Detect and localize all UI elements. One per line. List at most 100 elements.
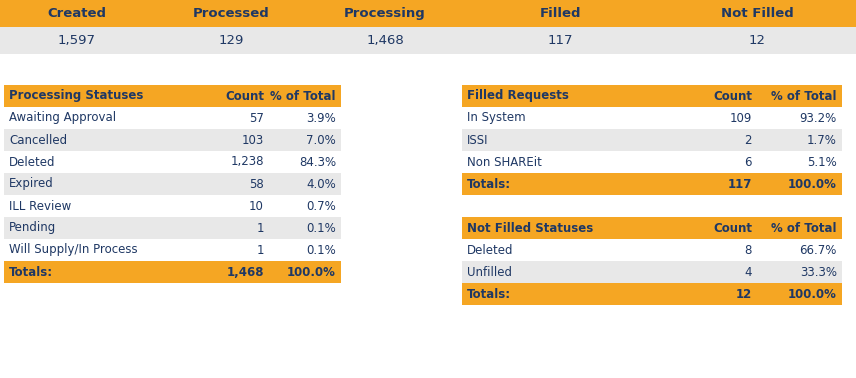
Bar xyxy=(0,0,154,27)
Text: Deleted: Deleted xyxy=(9,155,56,169)
Text: 84.3%: 84.3% xyxy=(299,155,336,169)
Bar xyxy=(659,27,856,54)
Bar xyxy=(269,129,341,151)
Text: 117: 117 xyxy=(728,178,752,191)
Text: 57: 57 xyxy=(249,112,264,124)
Bar xyxy=(757,261,842,283)
Text: 1,597: 1,597 xyxy=(58,34,96,47)
Bar xyxy=(4,129,204,151)
Bar xyxy=(757,283,842,305)
Text: Count: Count xyxy=(225,90,264,102)
Text: Totals:: Totals: xyxy=(467,178,511,191)
Bar xyxy=(269,107,341,129)
Bar xyxy=(4,239,204,261)
Bar xyxy=(692,283,757,305)
Bar xyxy=(204,107,269,129)
Text: Processing: Processing xyxy=(344,7,426,20)
Bar xyxy=(4,261,204,283)
Bar xyxy=(692,239,757,261)
Bar xyxy=(757,151,842,173)
Text: % of Total: % of Total xyxy=(771,222,837,234)
Bar xyxy=(462,283,692,305)
Bar xyxy=(4,107,204,129)
Text: 117: 117 xyxy=(548,34,574,47)
Bar xyxy=(4,85,204,107)
Text: 100.0%: 100.0% xyxy=(788,178,837,191)
Bar xyxy=(4,173,204,195)
Bar xyxy=(462,261,692,283)
Text: ISSI: ISSI xyxy=(467,133,489,147)
Text: 7.0%: 7.0% xyxy=(306,133,336,147)
Text: Count: Count xyxy=(713,90,752,102)
Bar xyxy=(269,239,341,261)
Text: 103: 103 xyxy=(241,133,264,147)
Text: Awaiting Approval: Awaiting Approval xyxy=(9,112,116,124)
Text: 10: 10 xyxy=(249,200,264,212)
Text: 8: 8 xyxy=(745,243,752,257)
Bar xyxy=(462,151,692,173)
Bar xyxy=(269,261,341,283)
Bar xyxy=(0,27,154,54)
Text: 129: 129 xyxy=(218,34,244,47)
Text: Filled: Filled xyxy=(540,7,581,20)
Text: Non SHAREit: Non SHAREit xyxy=(467,155,542,169)
Bar xyxy=(154,0,308,27)
Bar xyxy=(692,129,757,151)
Text: Deleted: Deleted xyxy=(467,243,514,257)
Text: 100.0%: 100.0% xyxy=(287,265,336,279)
Text: Not Filled: Not Filled xyxy=(721,7,794,20)
Bar xyxy=(154,27,308,54)
Bar xyxy=(757,239,842,261)
Text: Filled Requests: Filled Requests xyxy=(467,90,569,102)
Bar xyxy=(308,0,462,27)
Text: % of Total: % of Total xyxy=(270,90,336,102)
Bar xyxy=(4,217,204,239)
Text: 0.1%: 0.1% xyxy=(306,243,336,257)
Bar xyxy=(462,217,692,239)
Bar xyxy=(4,195,204,217)
Bar xyxy=(757,107,842,129)
Bar xyxy=(692,85,757,107)
Text: 1,468: 1,468 xyxy=(227,265,264,279)
Text: 12: 12 xyxy=(736,288,752,301)
Bar xyxy=(462,107,692,129)
Bar xyxy=(462,85,692,107)
Bar xyxy=(204,173,269,195)
Text: 66.7%: 66.7% xyxy=(800,243,837,257)
Text: 0.1%: 0.1% xyxy=(306,222,336,234)
Bar xyxy=(757,129,842,151)
Bar xyxy=(659,0,856,27)
Text: 5.1%: 5.1% xyxy=(807,155,837,169)
Bar xyxy=(692,151,757,173)
Bar xyxy=(757,85,842,107)
Text: ILL Review: ILL Review xyxy=(9,200,71,212)
Text: 3.9%: 3.9% xyxy=(306,112,336,124)
Text: 1: 1 xyxy=(257,243,264,257)
Bar xyxy=(204,239,269,261)
Text: 109: 109 xyxy=(729,112,752,124)
Bar xyxy=(692,173,757,195)
Text: Totals:: Totals: xyxy=(9,265,53,279)
Text: 1.7%: 1.7% xyxy=(807,133,837,147)
Bar xyxy=(308,27,462,54)
Bar xyxy=(692,261,757,283)
Bar xyxy=(757,173,842,195)
Bar xyxy=(462,173,692,195)
Bar xyxy=(204,217,269,239)
Text: Will Supply/In Process: Will Supply/In Process xyxy=(9,243,138,257)
Bar xyxy=(757,217,842,239)
Text: 0.7%: 0.7% xyxy=(306,200,336,212)
Text: Cancelled: Cancelled xyxy=(9,133,67,147)
Bar xyxy=(269,217,341,239)
Text: 12: 12 xyxy=(749,34,766,47)
Bar xyxy=(204,129,269,151)
Bar xyxy=(269,173,341,195)
Bar xyxy=(204,261,269,283)
Bar xyxy=(269,195,341,217)
Text: 1,468: 1,468 xyxy=(366,34,404,47)
Text: 1: 1 xyxy=(257,222,264,234)
Text: 6: 6 xyxy=(745,155,752,169)
Bar xyxy=(462,129,692,151)
Bar xyxy=(204,151,269,173)
Text: Totals:: Totals: xyxy=(467,288,511,301)
